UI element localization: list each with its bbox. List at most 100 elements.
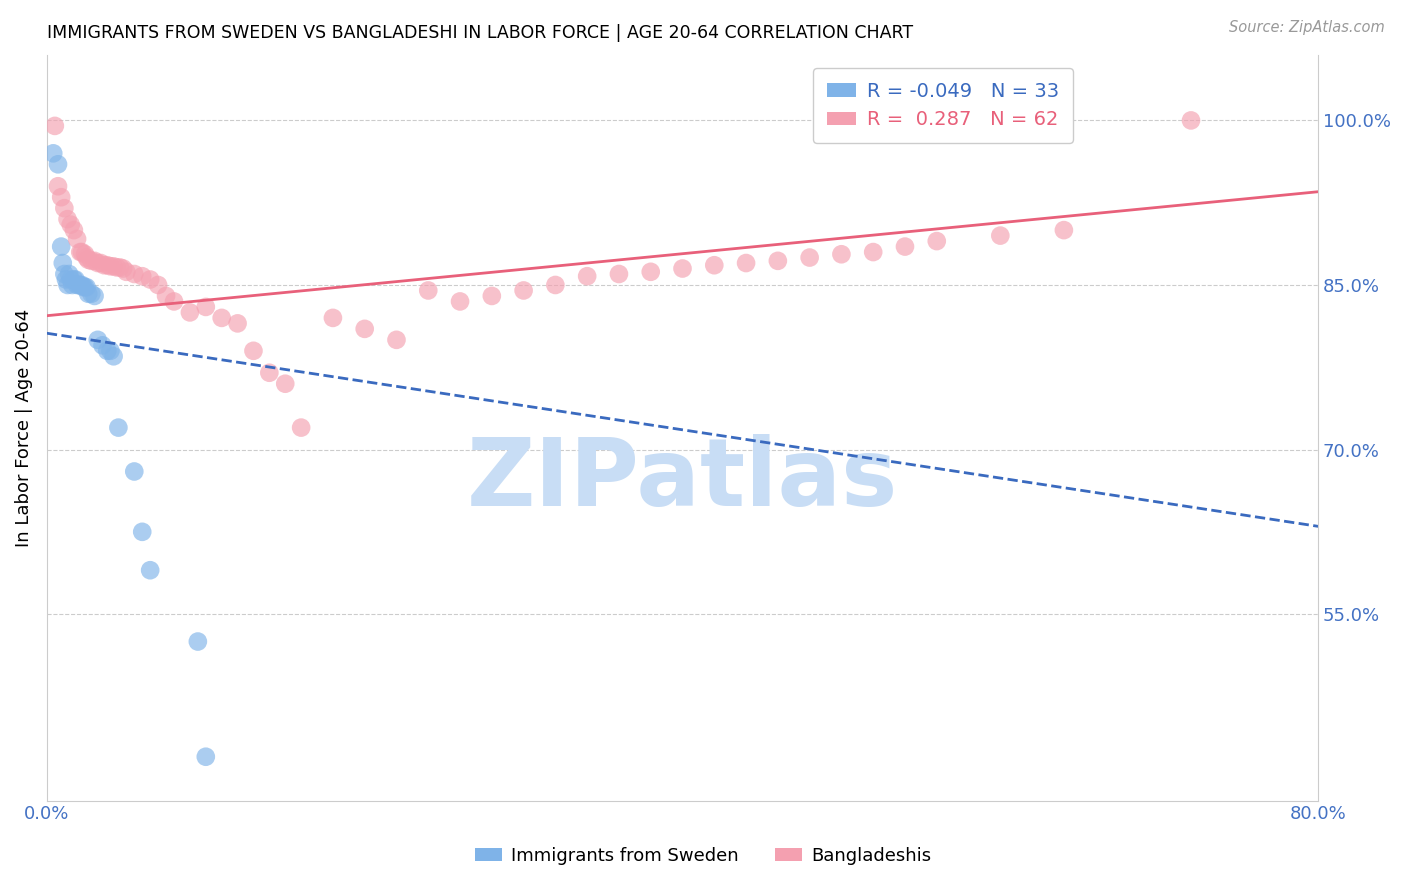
Point [242,343,264,358]
Point [576,269,599,284]
Point [103,260,125,274]
Text: Source: ZipAtlas.com: Source: ZipAtlas.com [1229,20,1385,35]
Point [100,260,122,274]
Legend: R = -0.049   N = 33, R =  0.287   N = 62: R = -0.049 N = 33, R = 0.287 N = 62 [813,68,1073,143]
Y-axis label: In Labor Force | Age 20-64: In Labor Force | Age 20-64 [15,309,32,547]
Point [481,289,503,303]
Point [290,420,312,434]
Point [607,267,630,281]
Point [131,269,153,284]
Point [799,251,821,265]
Point [63,272,86,286]
Point [77,286,100,301]
Point [103,349,125,363]
Point [69,245,91,260]
Point [449,294,471,309]
Point [63,223,86,237]
Point [58,267,80,281]
Point [55,272,77,286]
Point [640,265,662,279]
Point [187,634,209,648]
Point [100,343,122,358]
Point [179,305,201,319]
Point [60,277,83,292]
Point [353,322,375,336]
Point [163,294,186,309]
Point [544,277,567,292]
Point [80,286,103,301]
Point [56,277,79,292]
Point [59,218,82,232]
Point [51,190,73,204]
Point [90,256,112,270]
Point [274,376,297,391]
Point [53,201,76,215]
Point [124,465,146,479]
Point [385,333,408,347]
Point [259,366,281,380]
Point [211,310,233,325]
Point [70,277,93,292]
Point [67,277,90,292]
Point [73,247,96,261]
Point [894,239,917,253]
Point [1180,113,1202,128]
Point [46,157,69,171]
Point [46,179,69,194]
Point [70,245,93,260]
Point [322,310,344,325]
Point [139,272,162,286]
Point [1053,223,1076,237]
Point [59,272,82,286]
Point [107,420,129,434]
Point [80,253,103,268]
Point [139,563,162,577]
Point [418,284,440,298]
Point [69,277,91,292]
Point [72,280,94,294]
Point [155,289,177,303]
Text: ZIPatlas: ZIPatlas [467,434,898,525]
Point [77,252,100,267]
Point [56,212,79,227]
Point [862,245,884,260]
Point [42,146,65,161]
Point [671,261,693,276]
Point [226,317,249,331]
Point [830,247,852,261]
Point [115,265,138,279]
Point [83,253,105,268]
Point [96,258,118,272]
Point [66,232,89,246]
Legend: Immigrants from Sweden, Bangladeshis: Immigrants from Sweden, Bangladeshis [468,840,938,872]
Point [91,338,114,352]
Point [53,267,76,281]
Point [87,333,110,347]
Point [73,280,96,294]
Point [512,284,534,298]
Point [66,277,89,292]
Point [735,256,758,270]
Point [76,280,98,294]
Point [131,524,153,539]
Point [65,272,87,286]
Point [51,239,73,253]
Point [52,256,75,270]
Point [112,261,135,276]
Point [96,343,118,358]
Point [194,300,217,314]
Point [194,749,217,764]
Point [44,119,66,133]
Point [124,267,146,281]
Point [146,277,169,292]
Point [76,251,98,265]
Point [83,289,105,303]
Point [93,258,115,272]
Point [105,260,128,275]
Point [988,228,1011,243]
Text: IMMIGRANTS FROM SWEDEN VS BANGLADESHI IN LABOR FORCE | AGE 20-64 CORRELATION CHA: IMMIGRANTS FROM SWEDEN VS BANGLADESHI IN… [46,24,912,42]
Point [703,258,725,272]
Point [766,253,789,268]
Point [108,260,131,275]
Point [925,234,948,248]
